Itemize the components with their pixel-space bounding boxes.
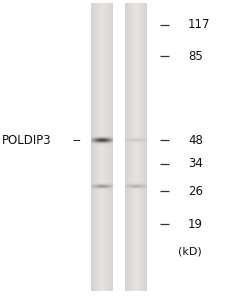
Text: POLDIP3: POLDIP3 [2, 134, 52, 147]
Text: 26: 26 [187, 185, 202, 198]
Text: 117: 117 [187, 18, 210, 31]
Text: 48: 48 [187, 134, 202, 147]
Text: 19: 19 [187, 218, 202, 231]
Text: (kD): (kD) [177, 247, 201, 257]
Text: 34: 34 [187, 157, 202, 170]
Text: --: -- [72, 134, 81, 147]
Text: 85: 85 [187, 50, 202, 63]
